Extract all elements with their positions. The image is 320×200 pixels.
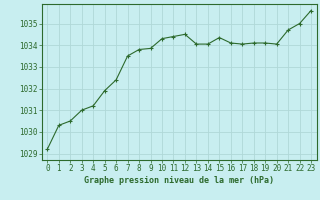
X-axis label: Graphe pression niveau de la mer (hPa): Graphe pression niveau de la mer (hPa)	[84, 176, 274, 185]
